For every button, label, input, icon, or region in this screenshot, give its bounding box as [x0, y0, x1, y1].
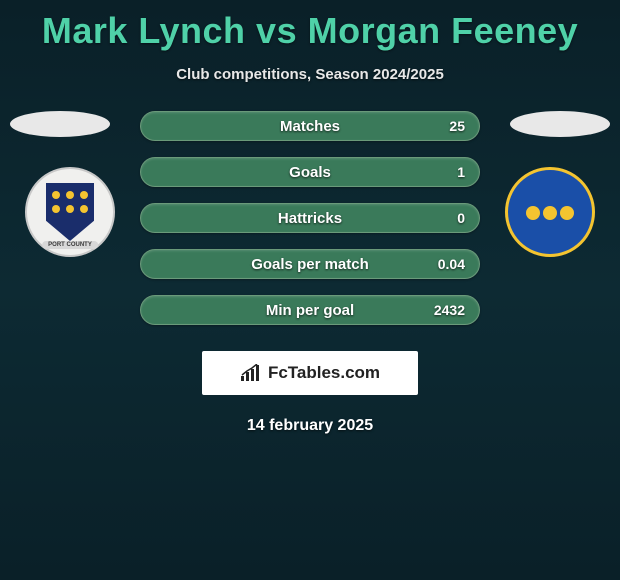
stat-row-goals: Goals 1	[140, 157, 480, 187]
player-right-oval	[510, 111, 610, 137]
subtitle: Club competitions, Season 2024/2025	[0, 66, 620, 83]
stat-value-right: 0	[457, 210, 465, 226]
comparison-content: PORT COUNTY Matches 25 Goals 1 Ha	[0, 111, 620, 435]
shield-icon	[46, 183, 94, 241]
brand-label: FcTables.com	[268, 363, 380, 383]
stat-label: Goals per match	[251, 256, 369, 273]
stat-row-min-per-goal: Min per goal 2432	[140, 295, 480, 325]
chart-icon	[240, 364, 262, 382]
stat-row-goals-per-match: Goals per match 0.04	[140, 249, 480, 279]
stat-value-right: 25	[449, 118, 465, 134]
player-left-oval	[10, 111, 110, 137]
club-crest-left: PORT COUNTY	[25, 167, 115, 257]
stat-value-right: 1	[457, 164, 465, 180]
club-crest-right	[505, 167, 595, 257]
stat-label: Goals	[289, 164, 331, 181]
stat-label: Matches	[280, 118, 340, 135]
crest-right-ring-text	[508, 170, 592, 254]
stat-row-hattricks: Hattricks 0	[140, 203, 480, 233]
stat-value-right: 2432	[434, 302, 465, 318]
stats-list: Matches 25 Goals 1 Hattricks 0 Goals per…	[140, 111, 480, 325]
stat-label: Min per goal	[266, 302, 354, 319]
brand-box[interactable]: FcTables.com	[202, 351, 418, 395]
page-title: Mark Lynch vs Morgan Feeney	[0, 0, 620, 52]
stat-value-right: 0.04	[438, 256, 465, 272]
stat-label: Hattricks	[278, 210, 342, 227]
crest-left-banner: PORT COUNTY	[42, 241, 98, 249]
stat-row-matches: Matches 25	[140, 111, 480, 141]
snapshot-date: 14 february 2025	[0, 417, 620, 435]
